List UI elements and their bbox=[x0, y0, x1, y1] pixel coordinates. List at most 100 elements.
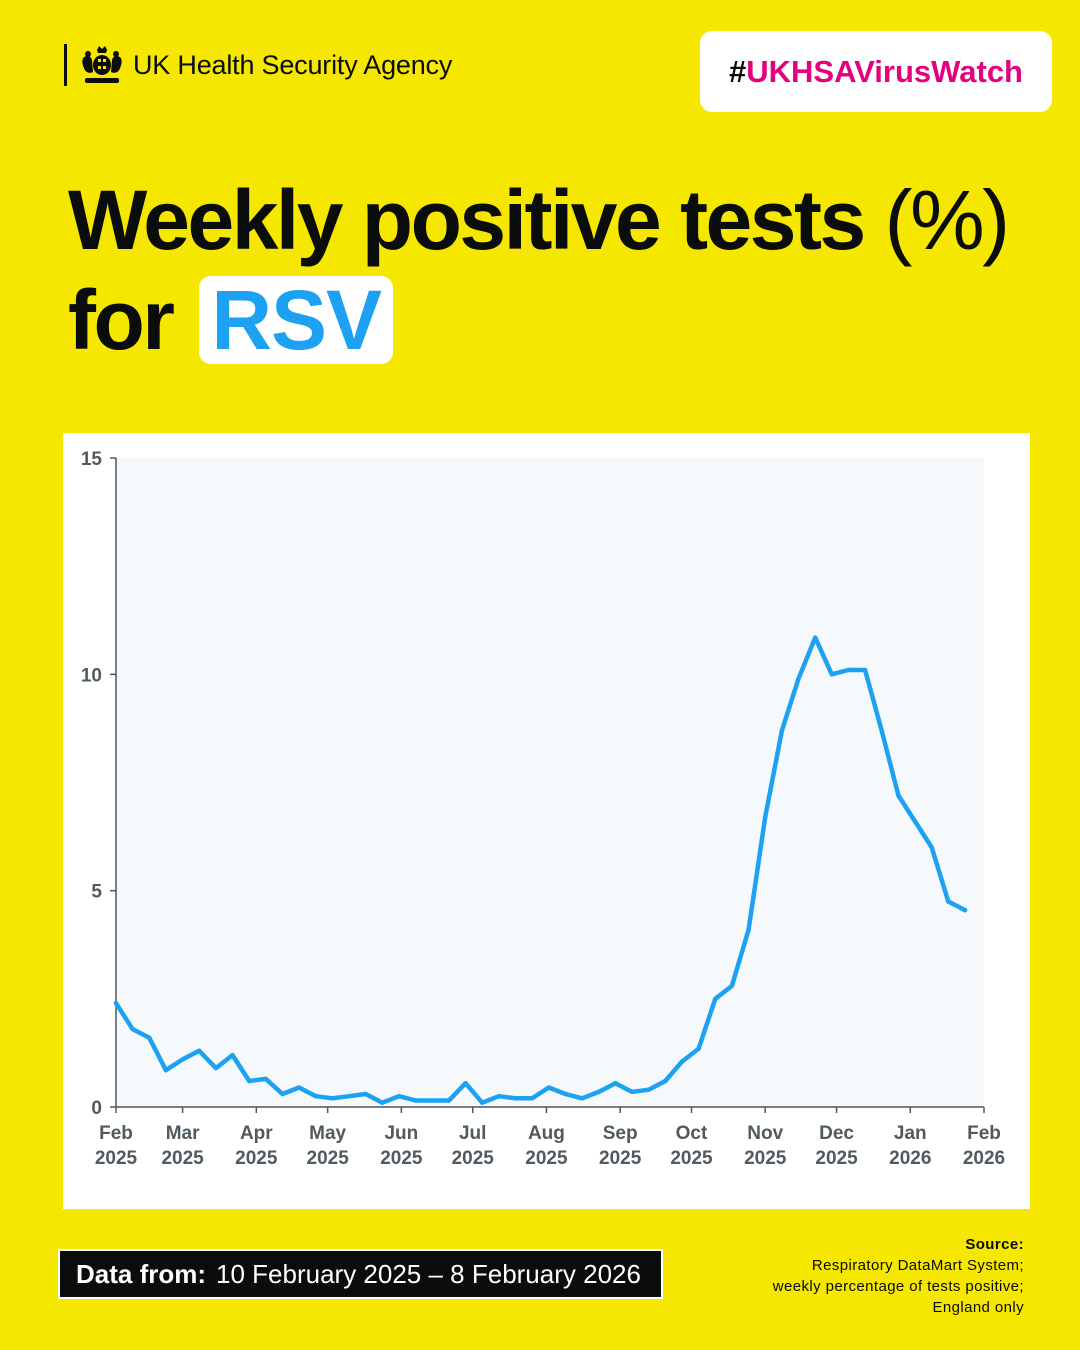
data-point bbox=[513, 1096, 518, 1101]
x-tick-label-year: 2025 bbox=[744, 1148, 787, 1169]
data-point bbox=[596, 1089, 601, 1095]
title-highlight-rsv: RSV bbox=[199, 276, 394, 364]
x-tick-label-month: Apr bbox=[240, 1123, 273, 1144]
data-point bbox=[246, 1078, 252, 1084]
x-tick-label-month: May bbox=[309, 1123, 346, 1144]
data-point bbox=[946, 899, 951, 904]
source-note: Source: Respiratory DataMart System; wee… bbox=[773, 1234, 1024, 1318]
title-line1: Weekly positive tests bbox=[68, 173, 866, 267]
x-tick-label-year: 2025 bbox=[380, 1148, 423, 1169]
title-unit: (%) bbox=[884, 173, 1011, 267]
y-tick-label: 15 bbox=[81, 449, 103, 470]
data-point bbox=[546, 1085, 552, 1090]
data-point bbox=[230, 1052, 235, 1058]
data-point bbox=[729, 983, 735, 989]
data-point bbox=[846, 667, 851, 673]
brand-divider bbox=[64, 44, 67, 86]
data-point bbox=[613, 1081, 618, 1086]
x-tick-label-year: 2025 bbox=[307, 1148, 350, 1169]
data-range-banner: Data from: 10 February 2025 – 8 February… bbox=[58, 1249, 663, 1299]
x-tick-label-month: Sep bbox=[603, 1123, 638, 1144]
data-point bbox=[197, 1048, 202, 1053]
x-tick-label-year: 2025 bbox=[670, 1148, 713, 1169]
hashtag-symbol: # bbox=[729, 53, 747, 89]
x-tick-label-year: 2025 bbox=[452, 1148, 495, 1169]
data-point bbox=[396, 1093, 402, 1099]
data-point bbox=[646, 1087, 651, 1092]
data-point bbox=[679, 1059, 685, 1064]
data-point bbox=[879, 728, 884, 733]
x-tick-label-month: Feb bbox=[99, 1123, 133, 1144]
hashtag-text: UKHSAVirusWatch bbox=[746, 53, 1023, 89]
data-point bbox=[529, 1096, 535, 1101]
data-point bbox=[147, 1035, 152, 1040]
x-tick-label-year: 2025 bbox=[161, 1148, 204, 1169]
data-point bbox=[363, 1091, 368, 1097]
data-point bbox=[180, 1057, 185, 1062]
data-point bbox=[380, 1100, 385, 1105]
page-title: Weekly positive tests (%) for RSV bbox=[68, 170, 1011, 370]
data-point bbox=[113, 1000, 119, 1006]
data-point bbox=[446, 1098, 452, 1103]
x-tick-label-year: 2025 bbox=[599, 1148, 642, 1169]
data-point bbox=[696, 1046, 701, 1051]
chart-card: 0 5 10 15 Feb 2025 Mar 2025 Apr 2025 May 2025 Jun 202… bbox=[63, 433, 1030, 1209]
rsv-line-chart: 0 5 10 15 Feb 2025 Mar 2025 Apr 2025 May 2025 Jun 202… bbox=[81, 449, 1005, 1169]
data-point bbox=[779, 728, 785, 733]
data-point bbox=[962, 907, 968, 913]
data-point bbox=[563, 1091, 568, 1097]
data-point bbox=[929, 845, 934, 850]
data-point bbox=[496, 1093, 502, 1099]
data-point bbox=[463, 1081, 468, 1086]
data-point bbox=[713, 996, 718, 1002]
data-point bbox=[163, 1068, 169, 1073]
series-line bbox=[113, 635, 968, 1105]
data-point bbox=[296, 1085, 302, 1090]
x-tick-label-year: 2026 bbox=[889, 1148, 931, 1169]
data-point bbox=[130, 1026, 135, 1032]
data-point bbox=[430, 1098, 435, 1103]
plot-area bbox=[116, 458, 984, 1107]
data-point bbox=[829, 672, 835, 677]
data-point bbox=[763, 814, 768, 820]
x-tick-label-month: Jul bbox=[459, 1123, 486, 1144]
data-point bbox=[263, 1076, 269, 1082]
data-point bbox=[313, 1093, 318, 1099]
title-prefix: for bbox=[68, 273, 175, 367]
source-label: Source: bbox=[965, 1236, 1024, 1253]
x-tick-label-year: 2025 bbox=[95, 1148, 138, 1169]
x-tick-label-month: Mar bbox=[166, 1123, 200, 1144]
data-point bbox=[480, 1100, 485, 1105]
data-point bbox=[912, 819, 918, 824]
data-from-label: Data from: bbox=[76, 1258, 207, 1289]
y-tick-label: 5 bbox=[91, 882, 102, 903]
x-tick-label-month: Jan bbox=[894, 1123, 927, 1144]
brand-header: UK Health Security Agency bbox=[64, 44, 452, 86]
y-tick-label: 0 bbox=[91, 1098, 102, 1119]
source-line: England only bbox=[932, 1299, 1024, 1316]
data-point bbox=[862, 667, 868, 673]
data-point bbox=[280, 1091, 285, 1097]
x-tick-label-month: Feb bbox=[967, 1123, 1001, 1144]
royal-crest-icon bbox=[82, 46, 122, 83]
data-point bbox=[579, 1096, 585, 1101]
source-line: weekly percentage of tests positive; bbox=[772, 1278, 1024, 1295]
source-line: Respiratory DataMart System; bbox=[811, 1257, 1024, 1274]
x-tick-label-month: Jun bbox=[384, 1123, 418, 1144]
y-tick-label: 10 bbox=[81, 665, 102, 686]
hashtag-badge: # UKHSAVirusWatch bbox=[700, 31, 1052, 112]
data-point bbox=[629, 1089, 635, 1095]
data-point bbox=[663, 1078, 668, 1084]
x-tick-label-year: 2025 bbox=[525, 1148, 568, 1169]
x-tick-label-month: Nov bbox=[747, 1123, 783, 1144]
data-point bbox=[213, 1065, 219, 1071]
data-from-value: 10 February 2025 – 8 February 2026 bbox=[216, 1258, 641, 1289]
data-point bbox=[812, 635, 818, 640]
x-tick-label-year: 2025 bbox=[235, 1148, 278, 1169]
x-tick-label-month: Aug bbox=[528, 1123, 565, 1144]
x-tick-label-year: 2025 bbox=[815, 1148, 858, 1169]
data-point bbox=[896, 793, 901, 798]
data-point bbox=[796, 676, 801, 681]
x-tick-label-month: Oct bbox=[676, 1123, 708, 1144]
data-point bbox=[330, 1096, 335, 1101]
